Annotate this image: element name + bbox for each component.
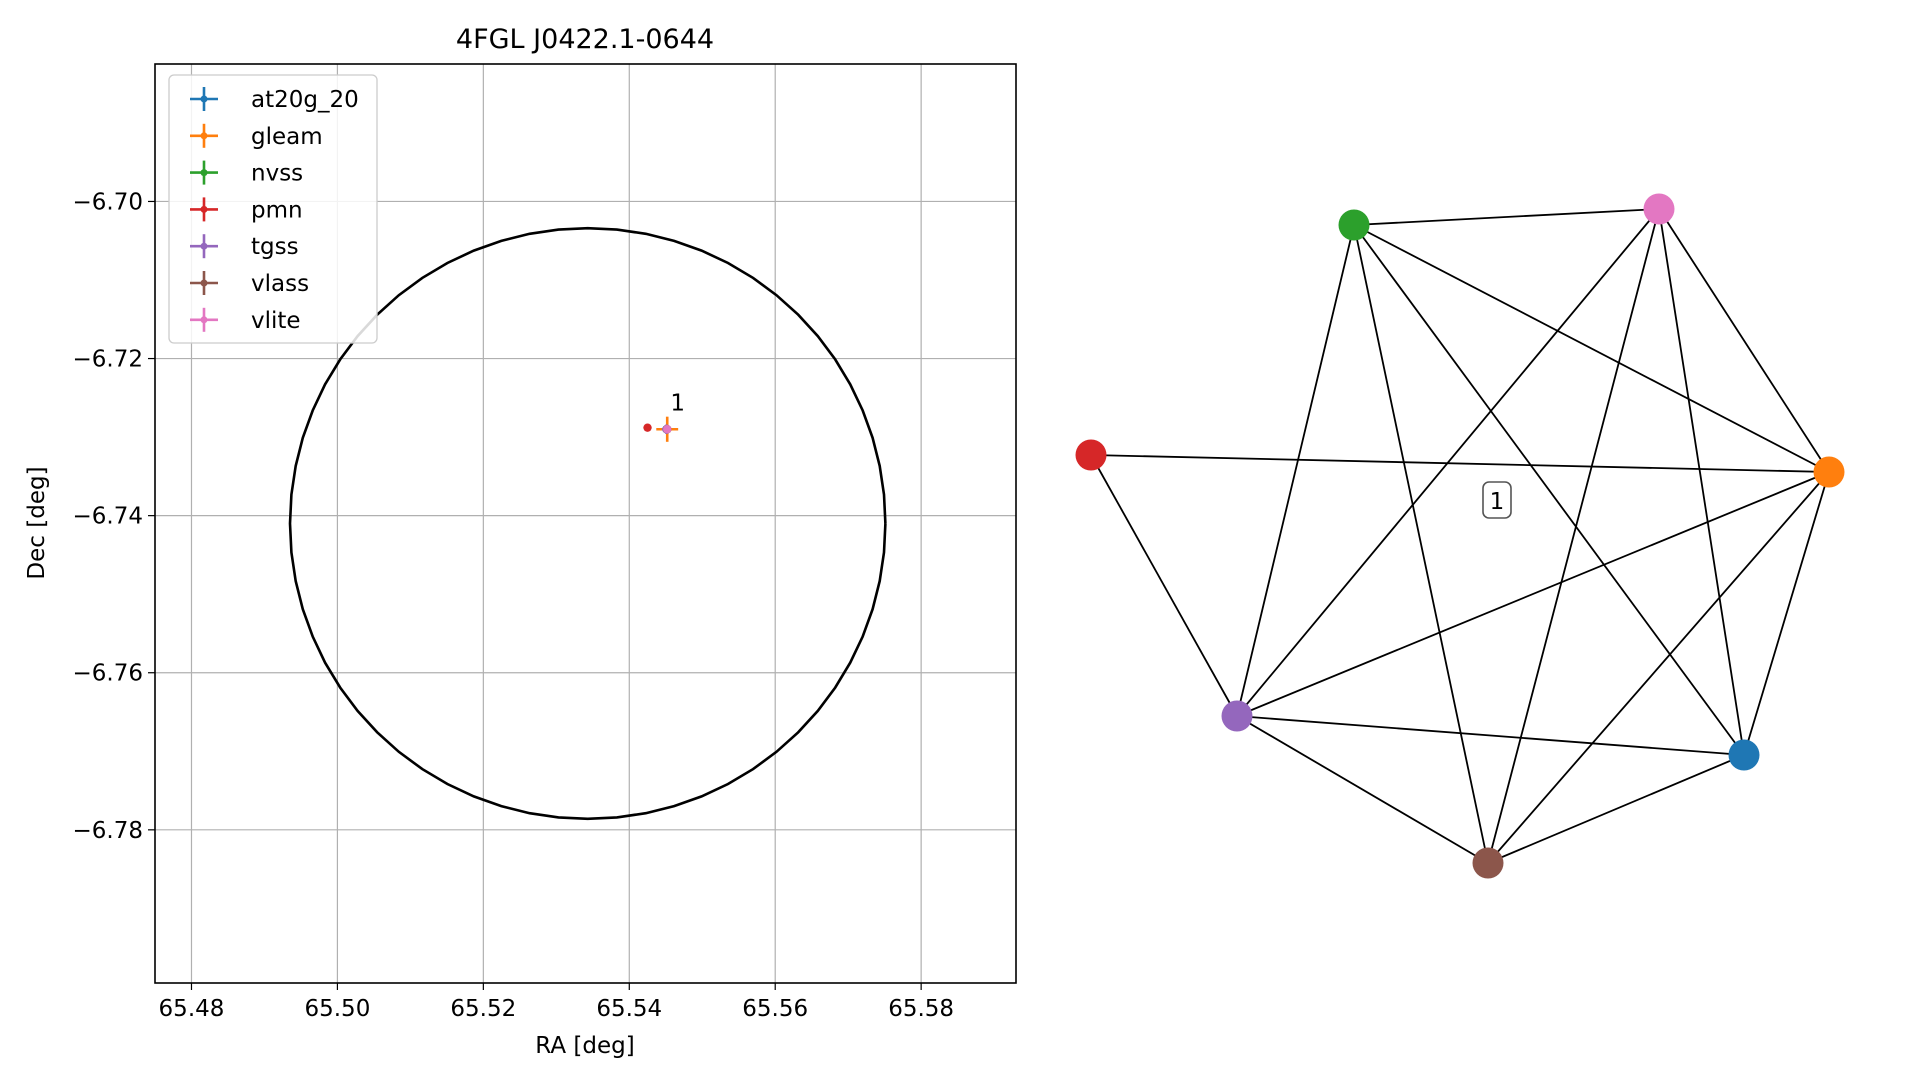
node-at20g_20 [1728, 739, 1760, 771]
fov-circle-outline [288, 226, 887, 821]
node-pmn [1075, 439, 1107, 471]
legend-entry-vlite: vlite [190, 307, 301, 334]
point-marker [643, 423, 652, 432]
edge-nvss-tgss [1236, 224, 1355, 717]
legend-entry-tgss: tgss [190, 234, 299, 260]
component-label-box [1482, 481, 1512, 519]
legend-label: gleam [251, 124, 323, 150]
edge-nvss-gleam [1353, 224, 1830, 473]
legend-entry-at20g_20: at20g_20 [190, 87, 359, 113]
scatter-chart: 4FGL J0422.1-0644 65.48 65.50 65.52 65.54 65… [24, 24, 1017, 1059]
y-tick-label: −6.72 [73, 347, 143, 373]
point-annotation: 1 [670, 391, 685, 417]
annotations: 1 [670, 391, 685, 417]
legend-marker [200, 95, 208, 103]
edge-nvss-at20g_20 [1353, 224, 1745, 756]
legend-label: tgss [251, 234, 299, 260]
edge-vlite-gleam [1658, 208, 1830, 473]
legend-label: vlass [251, 271, 309, 297]
edge-pmn-gleam [1090, 454, 1830, 473]
legend-marker [200, 169, 208, 177]
edge-nvss-vlite [1353, 208, 1660, 226]
y-tick-label: −6.74 [73, 504, 143, 530]
legend-entry-gleam: gleam [190, 123, 323, 150]
legend-label: nvss [251, 161, 303, 187]
axis-ticks: 65.48 65.50 65.52 65.54 65.56 65.58 −6.70 −6.72… [73, 189, 955, 1022]
component-label-text: 1 [1490, 489, 1505, 515]
point-pmn [643, 423, 652, 432]
y-tick-label: −6.70 [73, 189, 143, 215]
legend-entry-vlass: vlass [190, 271, 309, 297]
graph-edges [1090, 208, 1830, 864]
edge-tgss-at20g_20 [1236, 715, 1745, 756]
edge-gleam-vlass [1487, 471, 1830, 864]
point-marker [663, 425, 672, 434]
edge-gleam-at20g_20 [1743, 471, 1830, 756]
edge-vlite-at20g_20 [1658, 208, 1745, 756]
edge-nvss-vlass [1353, 224, 1489, 864]
edge-tgss-vlass [1236, 715, 1489, 864]
legend-marker [200, 279, 208, 287]
legend-marker [200, 242, 208, 250]
x-tick-label: 65.56 [742, 996, 808, 1022]
chart-title: 4FGL J0422.1-0644 [456, 24, 714, 55]
graph-nodes [1075, 193, 1845, 879]
legend-label: pmn [251, 197, 303, 223]
legend-marker [200, 132, 208, 140]
legend-label: at20g_20 [251, 87, 359, 113]
node-tgss [1221, 700, 1253, 732]
x-tick-label: 65.58 [888, 996, 954, 1022]
edge-gleam-tgss [1236, 471, 1830, 717]
plot-frame [154, 63, 1017, 984]
fov-circle [288, 226, 887, 821]
x-axis-label: RA [deg] [535, 1033, 634, 1059]
y-tick-label: −6.76 [73, 661, 143, 687]
legend-marker [200, 316, 208, 324]
legend-label: vlite [251, 308, 301, 334]
network-graph: 1 [1075, 193, 1845, 879]
point-vlite [663, 425, 672, 434]
y-tick-label: −6.78 [73, 818, 143, 844]
edge-vlite-vlass [1487, 208, 1660, 864]
node-gleam [1813, 456, 1845, 488]
node-nvss [1338, 209, 1370, 241]
legend-box [168, 74, 378, 344]
component-label: 1 [1482, 481, 1512, 519]
x-tick-label: 65.54 [596, 996, 662, 1022]
x-tick-label: 65.50 [304, 996, 370, 1022]
node-vlite [1643, 193, 1675, 225]
legend-entry-nvss: nvss [190, 160, 303, 187]
edge-at20g_20-vlass [1487, 754, 1745, 864]
node-vlass [1472, 847, 1504, 879]
x-tick-label: 65.48 [159, 996, 225, 1022]
x-tick-label: 65.52 [450, 996, 516, 1022]
y-axis-label: Dec [deg] [24, 466, 50, 579]
legend-entry-pmn: pmn [190, 197, 303, 223]
legend-marker [200, 205, 208, 213]
data-points [643, 416, 679, 442]
edge-pmn-tgss [1090, 454, 1238, 717]
